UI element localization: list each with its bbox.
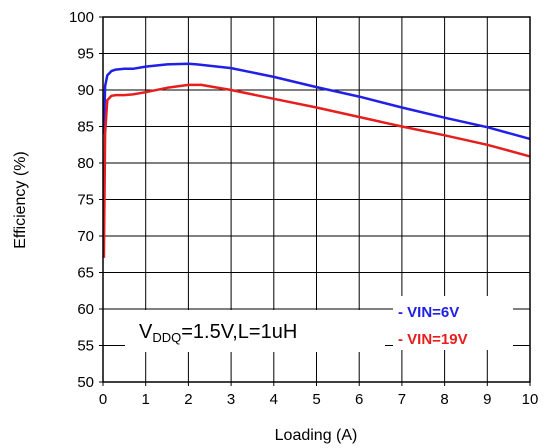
legend-box: [393, 296, 513, 350]
annotation-box: [125, 310, 385, 352]
x-axis-title: Loading (A): [275, 427, 358, 444]
y-tick-label: 75: [77, 192, 94, 209]
x-tick-label: 4: [270, 391, 278, 408]
legend-entry-vin-6v: - VIN=6V: [398, 304, 459, 321]
x-tick-label: 9: [483, 391, 491, 408]
x-tick-label: 5: [312, 391, 320, 408]
x-tick-label: 0: [99, 391, 107, 408]
y-tick-label: 50: [77, 374, 94, 391]
y-tick-label: 85: [77, 119, 94, 136]
y-tick-label: 65: [77, 265, 94, 282]
x-tick-label: 10: [522, 391, 539, 408]
y-tick-label: 90: [77, 82, 94, 99]
series-layer: [102, 62, 531, 258]
annotation-text: VDDQ=1.5V,L=1uH: [139, 321, 297, 345]
legend-entry-vin-19v: - VIN=19V: [398, 331, 468, 348]
series-line-vin-6v: [102, 62, 531, 141]
y-axis-title: Efficiency (%): [12, 151, 29, 249]
x-tick-label: 1: [142, 391, 150, 408]
x-tick-label: 2: [184, 391, 192, 408]
y-tick-label: 100: [69, 9, 94, 26]
x-tick-label: 8: [440, 391, 448, 408]
y-tick-label: 55: [77, 338, 94, 355]
y-tick-label: 95: [77, 46, 94, 63]
y-tick-label: 80: [77, 155, 94, 172]
y-tick-label: 60: [77, 301, 94, 318]
x-tick-label: 6: [355, 391, 363, 408]
y-tick-label: 70: [77, 228, 94, 245]
ticks: 0 1 2 3 4 5 6 7 8 9 10 50 55 60 65 70 75 80 85 90 95 100: [69, 9, 538, 408]
series-line-vin-19v: [102, 83, 531, 258]
x-tick-label: 7: [398, 391, 406, 408]
x-tick-label: 3: [227, 391, 235, 408]
